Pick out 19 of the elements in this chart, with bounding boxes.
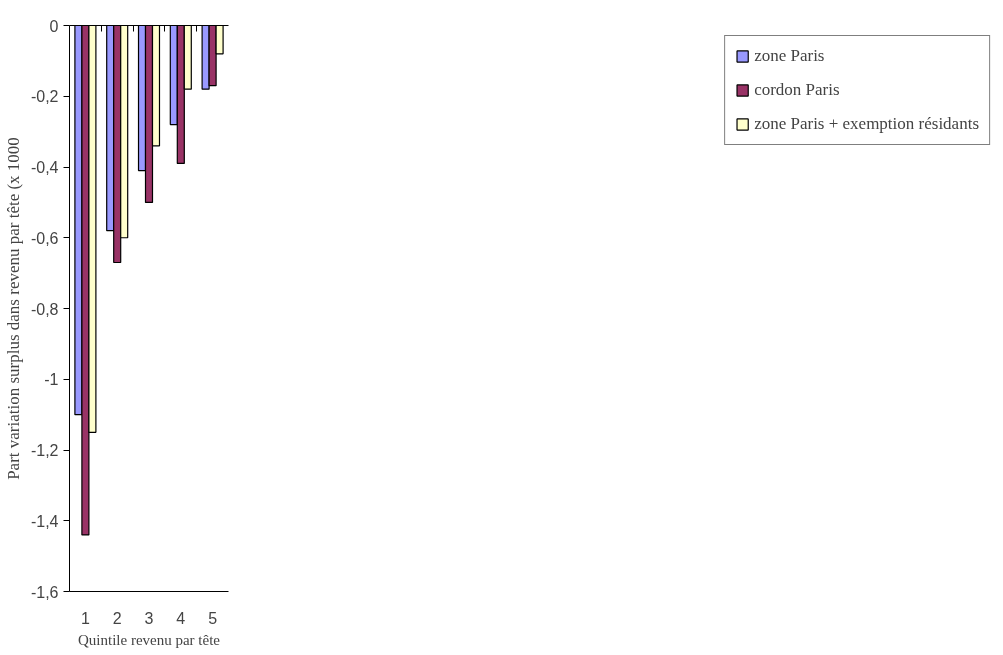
y-tick-label: -1,4 [30,512,59,530]
y-tick-label: -1 [44,371,59,389]
y-axis-title: Part variation surplus dans revenu par tête (x 1000 [3,137,23,480]
legend-label: cordon Paris [754,80,840,100]
x-tick-label: 4 [176,609,186,627]
x-tick-label: 1 [80,609,90,627]
y-tick-label: -1,6 [30,583,59,601]
y-tick-label: 0 [49,17,59,35]
y-tick-label: -0,6 [30,229,59,247]
y-tick-label: -0,2 [30,88,59,106]
x-tick-label: 3 [144,609,154,627]
y-tick-label: -0,4 [30,159,59,176]
legend-label: zone Paris [754,46,825,66]
y-tick-label: -0,8 [30,300,59,318]
x-axis-title: Quintile revenu par tête [77,631,221,648]
x-tick-label: 2 [112,609,122,627]
y-tick-label: -1,2 [30,442,59,459]
legend-label: zone Paris + exemption résidants [754,114,979,134]
x-tick-label: 5 [208,609,218,627]
